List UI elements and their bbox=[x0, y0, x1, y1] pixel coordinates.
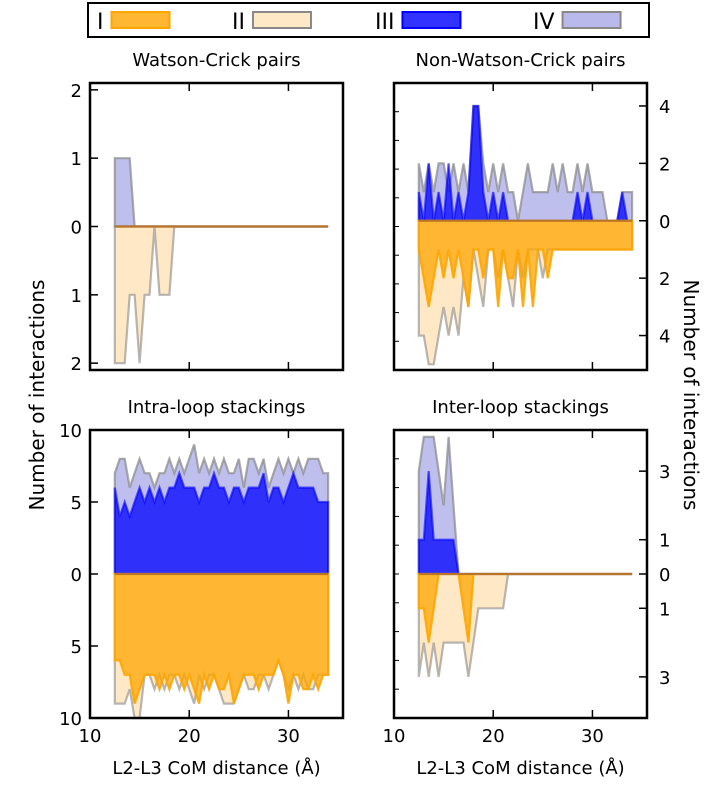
ylabel-left: Number of interactions bbox=[25, 280, 49, 511]
ytick-label: 4 bbox=[659, 327, 670, 348]
ytick-label: 1 bbox=[71, 149, 82, 170]
xlabel: L2-L3 CoM distance (Å) bbox=[416, 757, 624, 779]
panel-nwc: Non-Watson-Crick pairs 4 2 0 2 4 bbox=[392, 50, 670, 372]
legend-swatch-I bbox=[110, 11, 171, 29]
ytick-label: 10 bbox=[59, 709, 82, 730]
panels: Watson-Crick pairs21012Non-Watson-Crick … bbox=[59, 50, 670, 779]
ytick-label: 4 bbox=[659, 97, 670, 118]
panel-title: Inter-loop stackings bbox=[432, 397, 609, 418]
ytick-label: 0 bbox=[71, 218, 82, 239]
ytick-label: 1 bbox=[659, 531, 670, 552]
series-I-area bbox=[417, 219, 634, 308]
series-III-area bbox=[113, 469, 330, 576]
legend-swatch-II bbox=[251, 11, 312, 29]
xtick-label: 10 bbox=[79, 726, 102, 747]
xtick-label: 30 bbox=[277, 726, 300, 747]
ylabel-right: Number of interactions bbox=[679, 280, 703, 511]
ytick-label: 2 bbox=[659, 269, 670, 290]
series-I-area bbox=[113, 572, 330, 704]
series-II-area bbox=[113, 225, 329, 365]
legend-frame bbox=[87, 2, 650, 38]
legend-label-I: I bbox=[97, 10, 104, 35]
legend-swatch-III bbox=[401, 11, 462, 29]
xtick-label: 20 bbox=[178, 726, 201, 747]
panel-title: Watson-Crick pairs bbox=[132, 50, 300, 71]
panel-title: Intra-loop stackings bbox=[128, 397, 306, 418]
panel-wc: Watson-Crick pairs 2 1 0 1 2 bbox=[71, 50, 345, 375]
ytick-label: 5 bbox=[71, 637, 82, 658]
xtick-label: 10 bbox=[383, 726, 406, 747]
ytick-label: 5 bbox=[71, 493, 82, 514]
xtick-label: 30 bbox=[581, 726, 604, 747]
ytick-label: 0 bbox=[659, 565, 670, 586]
legend: I II III IV bbox=[87, 2, 650, 38]
panel-title: Non-Watson-Crick pairs bbox=[416, 50, 626, 71]
ytick-label: 0 bbox=[71, 565, 82, 586]
legend-swatch-IV bbox=[561, 11, 622, 29]
ytick-label: 1 bbox=[659, 599, 670, 620]
ytick-label: 1 bbox=[71, 286, 82, 307]
series-II-area bbox=[417, 572, 633, 678]
series-IV-area bbox=[113, 157, 329, 228]
ytick-label: 3 bbox=[659, 668, 670, 689]
xtick-label: 20 bbox=[482, 726, 505, 747]
xlabel: L2-L3 CoM distance (Å) bbox=[112, 757, 320, 779]
ytick-label: 3 bbox=[659, 462, 670, 483]
ytick-label: 10 bbox=[59, 421, 82, 442]
legend-label-II: II bbox=[232, 10, 245, 35]
ytick-label: 2 bbox=[71, 354, 82, 375]
ytick-label: 0 bbox=[659, 212, 670, 233]
ytick-label: 2 bbox=[71, 81, 82, 102]
legend-label-IV: IV bbox=[533, 10, 555, 35]
legend-label-III: III bbox=[375, 10, 394, 35]
ytick-label: 2 bbox=[659, 154, 670, 175]
